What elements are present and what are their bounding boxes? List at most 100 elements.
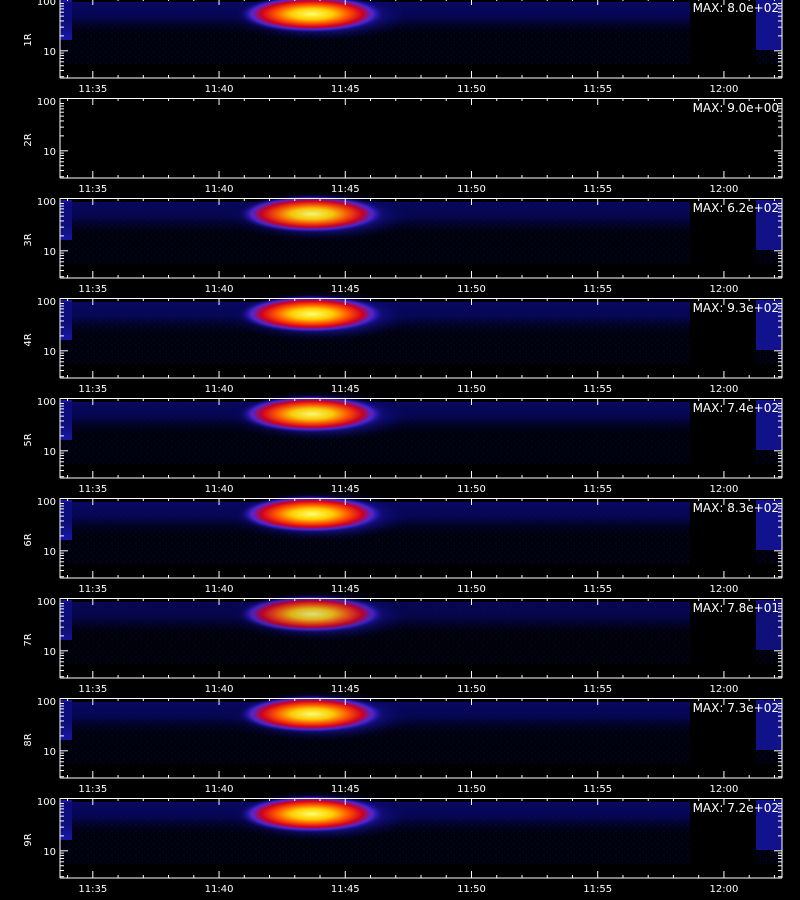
x-tick-label: 12:00 (710, 684, 739, 695)
data-gap (690, 698, 756, 778)
max-label: MAX: 7.2e+02 (693, 801, 779, 815)
x-tick-label: 11:55 (583, 584, 612, 595)
max-label: MAX: 9.0e+00 (693, 101, 779, 115)
x-tick-label: 11:35 (78, 84, 107, 95)
data-gap (690, 298, 756, 378)
data-gap (690, 198, 756, 278)
x-tick-label: 11:40 (205, 384, 234, 395)
x-tick-label: 11:50 (457, 784, 486, 795)
panel-9r: 10 100 11:35 11:40 11:45 11:50 11:55 12:00 9R MAX… (23, 790, 783, 895)
y-tick-label: 10 (43, 47, 56, 58)
panel-label: 6R (23, 533, 34, 546)
y-tick-label: 100 (37, 97, 56, 108)
x-tick-label: 12:00 (710, 84, 739, 95)
x-tick-label: 11:45 (331, 584, 360, 595)
x-tick-label: 11:50 (457, 584, 486, 595)
max-label: MAX: 7.4e+02 (693, 401, 779, 415)
x-tick-label: 11:40 (205, 84, 234, 95)
x-tick-label: 11:35 (78, 384, 107, 395)
edge-band-right (756, 700, 782, 750)
panel-5r: 10 100 11:35 11:40 11:45 11:50 11:55 12:00 5R MAX… (23, 390, 783, 495)
event-blob (238, 795, 386, 833)
x-tick-label: 11:35 (78, 184, 107, 195)
x-tick-label: 11:55 (583, 784, 612, 795)
panel-label: 8R (23, 733, 34, 746)
panel-6r: 10 100 11:35 11:40 11:45 11:50 11:55 12:00 6R MAX… (23, 490, 783, 595)
x-tick-label: 11:55 (583, 284, 612, 295)
x-tick-label: 11:55 (583, 684, 612, 695)
panel-label: 2R (23, 133, 34, 146)
data-gap (690, 798, 756, 878)
panel-4r: 10 100 11:35 11:40 11:45 11:50 11:55 12:00 4R MAX… (23, 290, 783, 395)
event-blob (238, 495, 386, 533)
x-tick-label: 11:40 (205, 284, 234, 295)
x-tick-label: 11:45 (331, 184, 360, 195)
edge-band-right (756, 200, 782, 250)
x-tick-label: 12:00 (710, 784, 739, 795)
panel-2r: 10 100 11:35 11:40 11:45 11:50 11:55 12:00 2R MAX… (23, 97, 783, 195)
x-tick-label: 11:50 (457, 284, 486, 295)
x-tick-label: 11:40 (205, 484, 234, 495)
x-tick-label: 12:00 (710, 484, 739, 495)
y-tick-label: 10 (43, 747, 56, 758)
x-tick-label: 12:00 (710, 284, 739, 295)
event-blob (238, 195, 386, 233)
y-tick-label: 10 (43, 147, 56, 158)
x-tick-label: 11:55 (583, 484, 612, 495)
panel-3r: 10 100 11:35 11:40 11:45 11:50 11:55 12:00 3R MAX… (23, 190, 783, 295)
max-label: MAX: 9.3e+02 (693, 301, 779, 315)
x-tick-label: 11:45 (331, 884, 360, 895)
y-tick-label: 100 (37, 0, 56, 8)
event-blob (238, 595, 386, 633)
x-tick-label: 11:40 (205, 784, 234, 795)
x-tick-label: 11:35 (78, 884, 107, 895)
event-blob (238, 695, 386, 733)
x-tick-label: 11:55 (583, 884, 612, 895)
edge-band-right (756, 600, 782, 650)
x-tick-label: 11:40 (205, 884, 234, 895)
edge-band-right (756, 300, 782, 350)
max-label: MAX: 8.0e+02 (693, 1, 779, 15)
max-label: MAX: 7.8e+01 (693, 601, 779, 615)
y-tick-label: 100 (37, 297, 56, 308)
x-tick-label: 12:00 (710, 184, 739, 195)
x-tick-label: 11:35 (78, 584, 107, 595)
y-tick-label: 100 (37, 597, 56, 608)
x-tick-label: 12:00 (710, 584, 739, 595)
y-tick-label: 100 (37, 497, 56, 508)
event-blob (238, 395, 386, 433)
x-tick-label: 12:00 (710, 884, 739, 895)
x-tick-label: 11:45 (331, 684, 360, 695)
y-tick-label: 100 (37, 797, 56, 808)
panel-7r: 10 100 11:35 11:40 11:45 11:50 11:55 12:00 7R MAX… (23, 590, 783, 695)
y-tick-label: 10 (43, 347, 56, 358)
y-tick-label: 10 (43, 847, 56, 858)
x-tick-label: 11:45 (331, 284, 360, 295)
edge-band-right (756, 400, 782, 450)
x-tick-label: 11:45 (331, 784, 360, 795)
edge-band-right (756, 500, 782, 550)
x-tick-label: 11:50 (457, 884, 486, 895)
x-tick-label: 11:55 (583, 384, 612, 395)
x-tick-label: 11:50 (457, 184, 486, 195)
panel-label: 7R (23, 633, 34, 646)
panel-1r: 10 100 11:35 11:40 11:45 11:50 11:55 12:00 1R MAX… (23, 0, 783, 95)
panel-8r: 10 100 11:35 11:40 11:45 11:50 11:55 12:00 8R MAX… (23, 690, 783, 795)
x-tick-label: 11:45 (331, 384, 360, 395)
x-tick-label: 11:35 (78, 284, 107, 295)
panel-label: 5R (23, 433, 34, 446)
x-tick-label: 11:55 (583, 184, 612, 195)
edge-band-right (756, 0, 782, 50)
event-blob (238, 295, 386, 333)
data-gap (690, 598, 756, 678)
x-tick-label: 11:35 (78, 684, 107, 695)
panel-label: 3R (23, 233, 34, 246)
x-tick-label: 11:55 (583, 84, 612, 95)
event-blob (238, 0, 386, 33)
x-tick-label: 11:40 (205, 684, 234, 695)
y-tick-label: 100 (37, 397, 56, 408)
data-gap (690, 498, 756, 578)
y-tick-label: 10 (43, 647, 56, 658)
y-tick-label: 10 (43, 447, 56, 458)
